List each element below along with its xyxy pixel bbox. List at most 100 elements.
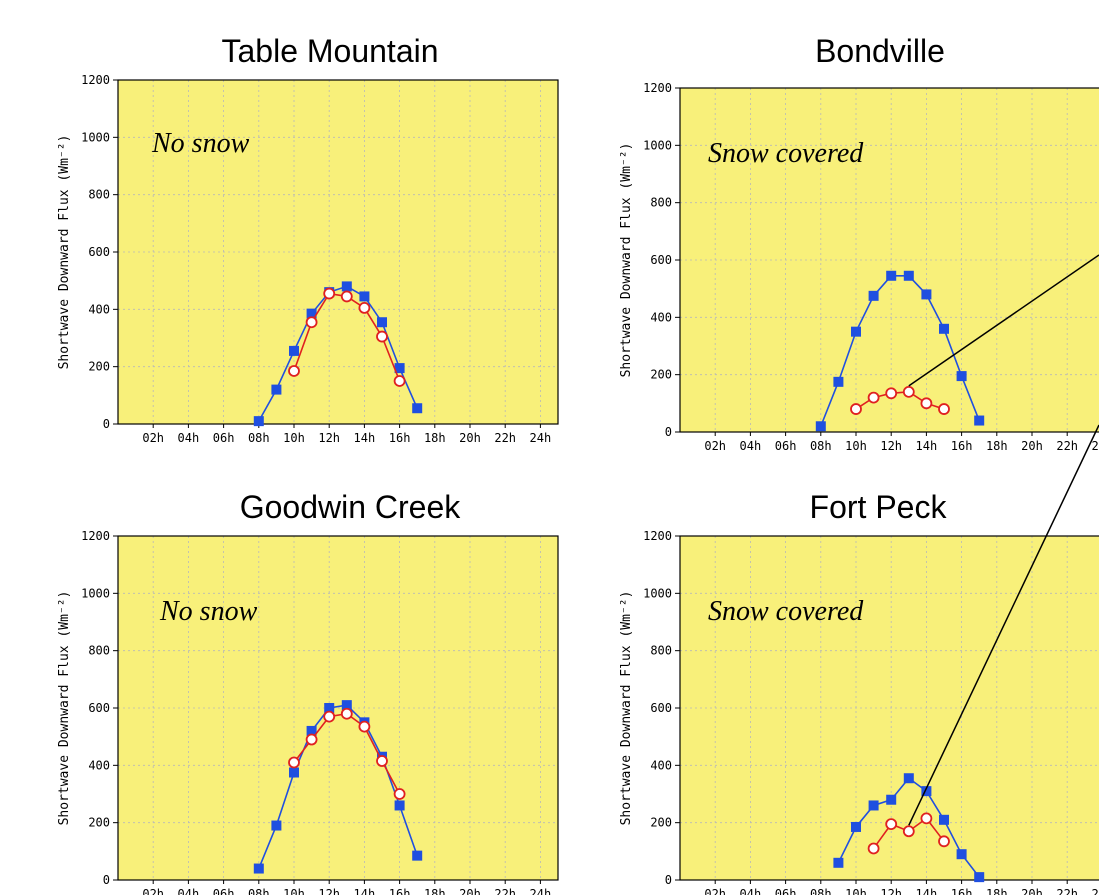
y-tick-label: 400	[650, 310, 672, 324]
x-tick-label: 06h	[213, 431, 235, 445]
data-point-square	[833, 857, 844, 868]
data-point-circle	[938, 403, 950, 415]
x-tick-label: 02h	[142, 887, 164, 895]
x-tick-label: 24h	[1092, 439, 1099, 453]
x-tick-label: 20h	[1021, 439, 1043, 453]
x-tick-label: 14h	[354, 431, 376, 445]
y-tick-label: 800	[88, 188, 110, 202]
data-point-square	[377, 317, 387, 328]
x-tick-label: 24h	[530, 887, 552, 895]
x-tick-label: 12h	[880, 439, 902, 453]
data-point-circle	[305, 733, 318, 746]
snow-annotation: Snow covered	[708, 138, 864, 169]
data-point-square	[394, 363, 405, 374]
data-point-square	[289, 767, 299, 778]
data-point-square	[868, 800, 879, 811]
x-tick-label: 10h	[283, 431, 305, 445]
chart-panel-1: 0 200 400 600 800 1000 1200 02h 04h 06h 08h 10h 12h 1…	[619, 33, 1099, 453]
data-point-square	[341, 281, 352, 292]
x-tick-label: 24h	[1092, 887, 1099, 895]
y-tick-label: 1000	[643, 138, 672, 152]
data-point-circle	[902, 385, 915, 398]
data-point-circle	[358, 301, 371, 314]
x-tick-label: 06h	[775, 439, 797, 453]
data-point-circle	[885, 818, 898, 830]
data-point-square	[956, 371, 967, 382]
plot-area	[680, 88, 1099, 432]
data-point-circle	[938, 835, 950, 848]
data-point-square	[939, 323, 949, 334]
y-axis-label: Shortwave Downward Flux (Wm⁻²)	[57, 591, 72, 826]
data-point-square	[921, 786, 932, 797]
data-point-circle	[920, 397, 933, 410]
x-tick-label: 04h	[178, 431, 200, 445]
data-point-square	[271, 820, 282, 831]
data-point-circle	[393, 788, 406, 800]
snow-annotation: No snow	[151, 128, 250, 159]
data-point-square	[903, 773, 914, 784]
data-point-circle	[902, 825, 915, 838]
data-point-square	[974, 415, 985, 426]
y-tick-label: 0	[665, 873, 672, 887]
data-point-square	[341, 700, 352, 711]
y-tick-label: 200	[88, 360, 110, 374]
y-tick-label: 400	[650, 758, 672, 772]
data-point-circle	[867, 842, 880, 855]
data-point-square	[412, 403, 423, 414]
x-tick-label: 12h	[880, 887, 902, 895]
y-axis-label: Shortwave Downward Flux (Wm⁻²)	[619, 591, 634, 826]
data-point-square	[815, 421, 826, 432]
data-point-square	[412, 850, 423, 861]
x-tick-label: 08h	[810, 887, 832, 895]
x-tick-label: 24h	[530, 431, 552, 445]
x-tick-label: 16h	[951, 887, 973, 895]
y-tick-label: 600	[650, 253, 672, 267]
x-tick-label: 22h	[1056, 439, 1078, 453]
y-tick-label: 0	[103, 873, 110, 887]
y-tick-label: 1000	[81, 586, 110, 600]
y-axis-label: Shortwave Downward Flux (Wm⁻²)	[57, 135, 72, 370]
data-point-circle	[920, 812, 933, 825]
y-tick-label: 800	[650, 196, 672, 210]
snow-annotation: Snow covered	[708, 596, 864, 627]
chart-panel-2: 0 200 400 600 800 1000 1200 02h 04h 06h 08h 10h 12h 1…	[57, 489, 559, 895]
data-point-circle	[340, 290, 353, 303]
y-tick-label: 1000	[81, 130, 110, 144]
x-tick-label: 20h	[459, 431, 481, 445]
x-tick-label: 16h	[389, 887, 411, 895]
chart-title: Table Mountain	[221, 33, 438, 69]
data-point-square	[851, 326, 861, 337]
x-tick-label: 04h	[740, 439, 762, 453]
data-point-square	[253, 863, 264, 874]
y-tick-label: 1200	[81, 529, 110, 543]
x-tick-label: 08h	[248, 887, 270, 895]
x-tick-label: 08h	[248, 431, 270, 445]
y-tick-label: 800	[650, 644, 672, 658]
x-tick-label: 22h	[494, 887, 516, 895]
data-point-square	[289, 345, 299, 356]
x-tick-label: 02h	[142, 431, 164, 445]
chart-title: Bondville	[815, 33, 945, 69]
data-point-square	[939, 814, 949, 825]
data-point-square	[359, 291, 370, 302]
data-point-circle	[323, 287, 336, 300]
x-tick-label: 10h	[845, 439, 867, 453]
y-tick-label: 1200	[81, 73, 110, 87]
data-point-circle	[850, 403, 862, 415]
data-point-circle	[340, 707, 353, 720]
y-tick-label: 400	[88, 758, 110, 772]
x-tick-label: 04h	[178, 887, 200, 895]
y-tick-label: 200	[88, 816, 110, 830]
x-tick-label: 02h	[704, 887, 726, 895]
data-point-circle	[376, 330, 388, 343]
chart-panel-3: 0 200 400 600 800 1000 1200 02h 04h 06h 08h 10h 12h 1…	[619, 489, 1099, 895]
y-tick-label: 600	[88, 701, 110, 715]
x-tick-label: 20h	[459, 887, 481, 895]
x-tick-label: 18h	[986, 439, 1008, 453]
data-point-square	[851, 821, 861, 832]
y-tick-label: 1200	[643, 81, 672, 95]
pointer-line	[908, 254, 1099, 387]
x-tick-label: 20h	[1021, 887, 1043, 895]
x-tick-label: 06h	[213, 887, 235, 895]
